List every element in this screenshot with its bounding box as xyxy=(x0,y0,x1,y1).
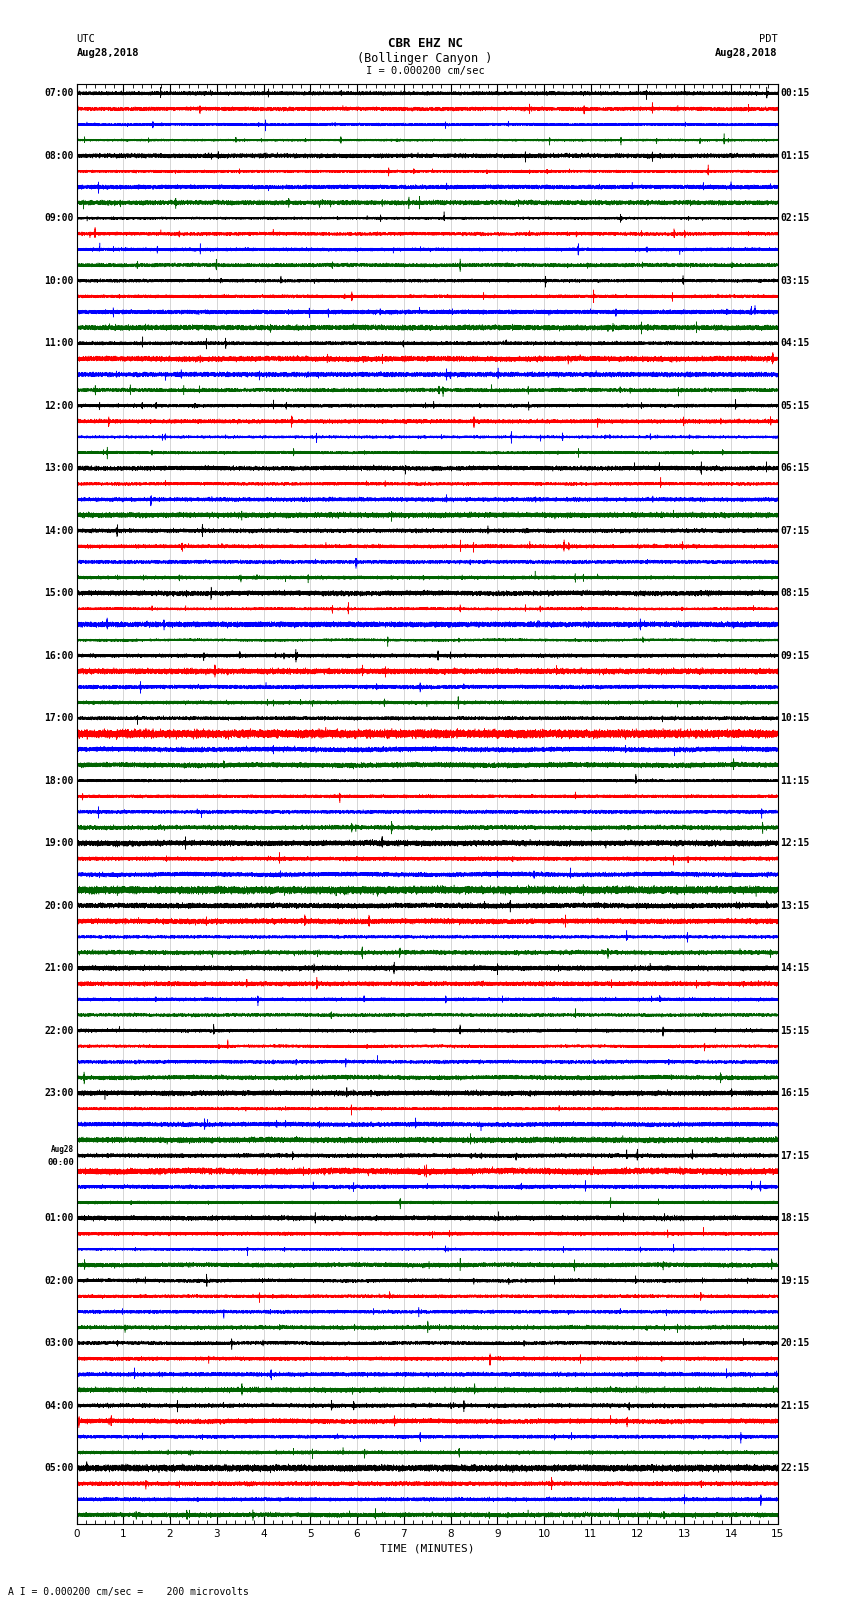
Text: 01:00: 01:00 xyxy=(44,1213,74,1223)
Text: 04:15: 04:15 xyxy=(780,339,810,348)
Text: 23:00: 23:00 xyxy=(44,1089,74,1098)
Text: 22:00: 22:00 xyxy=(44,1026,74,1036)
Text: A I = 0.000200 cm/sec =    200 microvolts: A I = 0.000200 cm/sec = 200 microvolts xyxy=(8,1587,249,1597)
Text: 13:15: 13:15 xyxy=(780,900,810,911)
Text: 19:00: 19:00 xyxy=(44,839,74,848)
Text: (Bollinger Canyon ): (Bollinger Canyon ) xyxy=(357,52,493,65)
Text: 07:15: 07:15 xyxy=(780,526,810,536)
Text: 04:00: 04:00 xyxy=(44,1400,74,1410)
Text: 14:15: 14:15 xyxy=(780,963,810,973)
Text: 15:15: 15:15 xyxy=(780,1026,810,1036)
Text: 12:15: 12:15 xyxy=(780,839,810,848)
Text: 11:00: 11:00 xyxy=(44,339,74,348)
Text: 15:00: 15:00 xyxy=(44,589,74,598)
Text: 22:15: 22:15 xyxy=(780,1463,810,1473)
Text: 01:15: 01:15 xyxy=(780,150,810,161)
Text: 17:00: 17:00 xyxy=(44,713,74,723)
Text: 03:15: 03:15 xyxy=(780,276,810,286)
Text: 10:00: 10:00 xyxy=(44,276,74,286)
Text: UTC: UTC xyxy=(76,34,95,44)
Text: 18:15: 18:15 xyxy=(780,1213,810,1223)
Text: 20:15: 20:15 xyxy=(780,1339,810,1348)
Text: 13:00: 13:00 xyxy=(44,463,74,473)
X-axis label: TIME (MINUTES): TIME (MINUTES) xyxy=(380,1544,474,1553)
Text: 12:00: 12:00 xyxy=(44,400,74,411)
Text: 05:15: 05:15 xyxy=(780,400,810,411)
Text: 19:15: 19:15 xyxy=(780,1276,810,1286)
Text: 17:15: 17:15 xyxy=(780,1150,810,1161)
Text: 20:00: 20:00 xyxy=(44,900,74,911)
Text: 14:00: 14:00 xyxy=(44,526,74,536)
Text: 10:15: 10:15 xyxy=(780,713,810,723)
Text: 08:00: 08:00 xyxy=(44,150,74,161)
Text: 00:00: 00:00 xyxy=(47,1158,74,1166)
Text: 02:00: 02:00 xyxy=(44,1276,74,1286)
Text: 08:15: 08:15 xyxy=(780,589,810,598)
Text: 21:15: 21:15 xyxy=(780,1400,810,1410)
Text: Aug28,2018: Aug28,2018 xyxy=(76,48,139,58)
Text: 09:15: 09:15 xyxy=(780,650,810,661)
Text: 07:00: 07:00 xyxy=(44,89,74,98)
Text: I = 0.000200 cm/sec: I = 0.000200 cm/sec xyxy=(366,66,484,76)
Text: 03:00: 03:00 xyxy=(44,1339,74,1348)
Text: 16:15: 16:15 xyxy=(780,1089,810,1098)
Text: 00:15: 00:15 xyxy=(780,89,810,98)
Text: Aug28,2018: Aug28,2018 xyxy=(715,48,778,58)
Text: 05:00: 05:00 xyxy=(44,1463,74,1473)
Text: 09:00: 09:00 xyxy=(44,213,74,223)
Text: 11:15: 11:15 xyxy=(780,776,810,786)
Text: PDT: PDT xyxy=(759,34,778,44)
Text: 18:00: 18:00 xyxy=(44,776,74,786)
Text: Aug28: Aug28 xyxy=(51,1145,74,1153)
Text: 06:15: 06:15 xyxy=(780,463,810,473)
Text: 21:00: 21:00 xyxy=(44,963,74,973)
Text: 02:15: 02:15 xyxy=(780,213,810,223)
Text: 16:00: 16:00 xyxy=(44,650,74,661)
Text: CBR EHZ NC: CBR EHZ NC xyxy=(388,37,462,50)
